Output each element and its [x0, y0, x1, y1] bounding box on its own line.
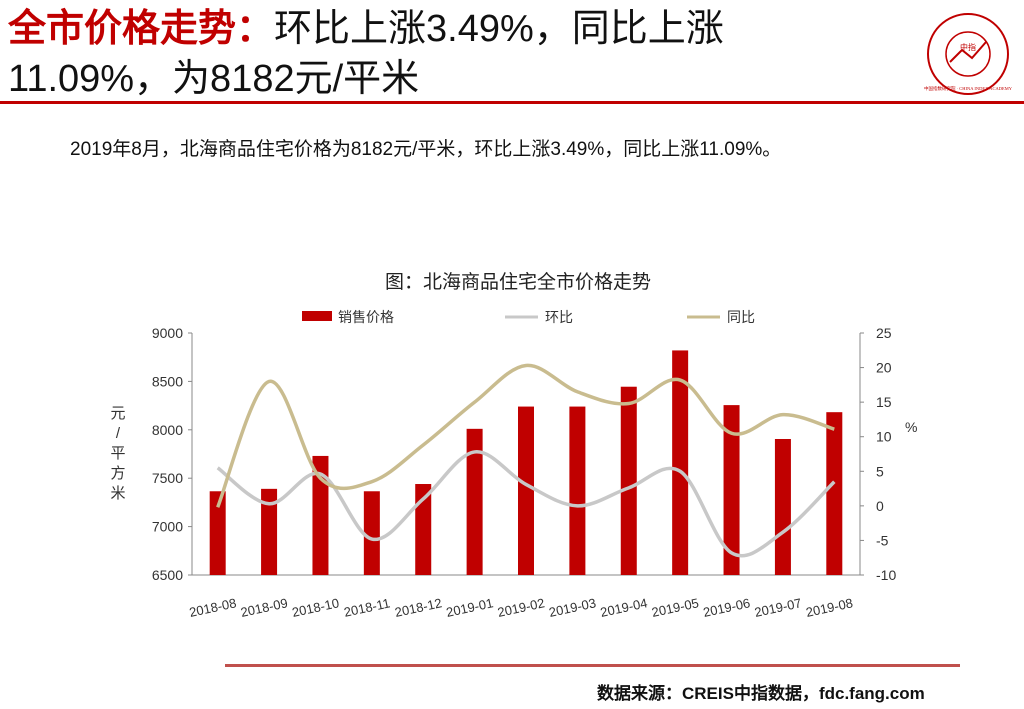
y-right-tick-label: 5: [876, 463, 884, 479]
bar-price-2019-05: [672, 350, 689, 575]
data-source: 数据来源：CREIS中指数据，fdc.fang.com: [597, 684, 925, 703]
y-right-tick-label: 15: [876, 394, 892, 410]
x-tick-label: 2019-02: [496, 595, 546, 620]
logo-center-text: 中指: [960, 42, 976, 52]
x-tick-label: 2019-07: [753, 595, 803, 620]
x-tick-label: 2018-12: [393, 595, 443, 620]
bar-price-2019-02: [518, 406, 534, 575]
y-right-tick-label: 10: [876, 429, 892, 445]
x-tick-label: 2018-09: [239, 595, 289, 620]
x-tick-label: 2019-06: [702, 595, 752, 620]
y-right-axis-label: %: [905, 419, 917, 435]
footer-divider: [225, 664, 960, 667]
y-right-tick-label: -10: [876, 567, 896, 583]
x-tick-label: 2018-11: [342, 595, 391, 619]
bar-price-2019-01: [466, 428, 483, 575]
page-title-highlight: 全市价格走势：: [8, 8, 275, 50]
bar-price-2018-11: [363, 491, 380, 575]
x-tick-label: 2019-01: [445, 595, 495, 620]
title-divider: [0, 101, 1024, 104]
chart-title: 图：北海商品住宅全市价格走势: [385, 271, 651, 293]
bar-price-2019-03: [569, 406, 586, 575]
x-tick-label: 2018-10: [291, 595, 341, 620]
y-left-tick-label: 7500: [152, 470, 183, 486]
bar-price-2019-06: [723, 405, 740, 575]
y-left-tick-label: 8500: [152, 373, 183, 389]
y-left-tick-label: 9000: [152, 325, 183, 341]
y-left-axis-label-char: 方: [110, 465, 125, 482]
bar-price-2018-10: [312, 455, 329, 575]
y-left-tick-label: 7000: [152, 519, 183, 535]
x-tick-label: 2019-08: [804, 595, 854, 620]
page-title-line2: 11.09%，为8182元/平米: [8, 58, 420, 100]
logo-ring-text: 中国指数研究院 · CHINA INDEX ACADEMY: [924, 85, 1013, 92]
y-left-tick-label: 8000: [152, 422, 183, 438]
x-tick-label: 2018-08: [188, 595, 238, 620]
page-title-rest: 环比上涨3.49%，同比上涨: [274, 8, 724, 50]
y-left-axis-label-char: 元: [110, 405, 125, 422]
legend-swatch-price: [302, 311, 332, 321]
x-tick-label: 2019-04: [599, 595, 649, 620]
legend-label-yoy: 同比: [727, 309, 755, 325]
bar-price-2019-08: [826, 412, 843, 575]
china-index-academy-logo: 中指 中国指数研究院 · CHINA INDEX ACADEMY: [924, 13, 1013, 95]
line-yoy: [216, 363, 835, 508]
legend-label-mom: 环比: [545, 309, 573, 325]
legend-label-price: 销售价格: [338, 309, 394, 325]
x-tick-label: 2019-05: [650, 595, 700, 620]
y-left-axis-label-char: 平: [110, 445, 125, 462]
page-title: 全市价格走势：环比上涨3.49%，同比上涨 11.09%，为8182元/平米: [8, 4, 908, 104]
y-left-tick-label: 6500: [152, 567, 183, 583]
y-right-tick-label: 25: [876, 325, 892, 341]
y-left-axis-label-char: 米: [110, 485, 125, 502]
bar-price-2018-09: [261, 488, 278, 575]
y-right-tick-label: 20: [876, 360, 892, 376]
y-right-tick-label: -5: [876, 532, 889, 548]
bar-price-2019-07: [774, 438, 791, 575]
x-tick-label: 2019-03: [548, 595, 598, 620]
y-right-tick-label: 0: [876, 498, 884, 514]
bar-price-2019-04: [620, 386, 637, 575]
y-left-axis-label-char: /: [116, 425, 121, 442]
bar-price-2018-12: [415, 484, 432, 575]
bar-price-2018-08: [209, 491, 226, 575]
summary-text: 2019年8月，北海商品住宅价格为8182元/平米，环比上涨3.49%，同比上涨…: [70, 139, 782, 160]
